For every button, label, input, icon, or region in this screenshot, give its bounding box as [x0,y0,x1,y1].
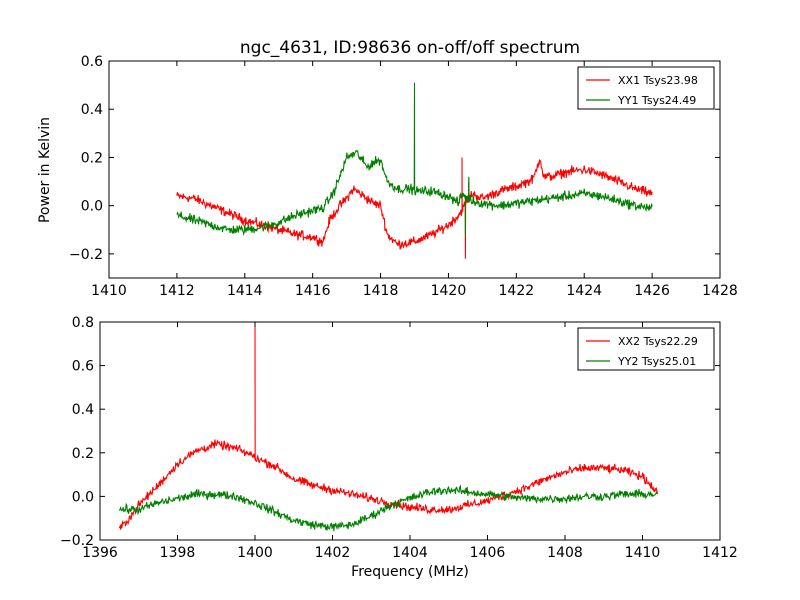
bottom-x-tick-label: 1408 [547,545,583,561]
bottom-y-tick-label: 0.4 [72,402,94,418]
bottom-x-tick-label: 1406 [470,545,506,561]
top-x-tick-label: 1428 [702,283,738,299]
top-legend: XX1 Tsys23.98 YY1 Tsys24.49 [577,66,715,110]
bottom-y-tick-label: 0.2 [72,446,94,462]
bottom-y-tick-label: 0.6 [72,359,94,375]
top-legend-label-1: XX1 Tsys23.98 [618,74,698,87]
bottom-x-tick-label: 1404 [392,545,428,561]
bottom-panel: 1396 1398 1400 1402 1404 1406 1408 1410 1412 −0.2… [60,315,738,561]
bottom-legend-box [577,327,715,371]
top-y-tick-label: 0.4 [81,102,103,118]
top-y-tick-label: −0.2 [69,247,103,263]
bottom-y-tick-label: 0.8 [72,315,94,331]
bottom-legend-label-2: YY2 Tsys25.01 [617,355,696,368]
top-series-line-1 [176,157,653,259]
bottom-x-tick-label: 1400 [237,545,273,561]
bottom-y-tick-label: −0.2 [60,533,94,549]
top-legend-label-2: YY1 Tsys24.49 [617,94,696,107]
bottom-y-tick-label: 0.0 [72,489,94,505]
chart-title: ngc_4631, ID:98636 on-off/off spectrum [240,38,580,58]
x-axis-label: Frequency (MHz) [351,564,469,580]
bottom-x-tick-label: 1398 [160,545,196,561]
bottom-series-line-2 [118,484,658,532]
top-panel: 1410 1412 1414 1416 1418 1420 1422 1424 1426 1428… [69,54,738,299]
top-x-tick-label: 1410 [91,283,127,299]
y-axis-label: Power in Kelvin [37,117,53,223]
top-axes-frame [108,60,721,279]
top-series-line-2 [176,82,653,237]
bottom-x-tick-label: 1410 [625,545,661,561]
top-y-tick-label: 0.2 [81,150,103,166]
bottom-x-tick-label: 1402 [315,545,351,561]
top-x-tick-label: 1420 [431,283,467,299]
bottom-x-tick-label: 1396 [82,545,118,561]
top-x-tick-label: 1422 [499,283,535,299]
top-x-tick-label: 1424 [566,283,602,299]
bottom-legend-label-1: XX2 Tsys22.29 [618,335,698,348]
bottom-legend: XX2 Tsys22.29 YY2 Tsys25.01 [577,327,715,371]
top-x-tick-label: 1412 [159,283,195,299]
top-x-tick-label: 1418 [363,283,399,299]
top-x-tick-label: 1414 [227,283,263,299]
top-x-tick-label: 1426 [634,283,670,299]
top-legend-box [577,66,715,110]
top-x-tick-label: 1416 [295,283,331,299]
top-y-tick-label: 0.0 [81,199,103,215]
bottom-x-tick-label: 1412 [702,545,738,561]
top-y-tick-label: 0.6 [81,54,103,70]
